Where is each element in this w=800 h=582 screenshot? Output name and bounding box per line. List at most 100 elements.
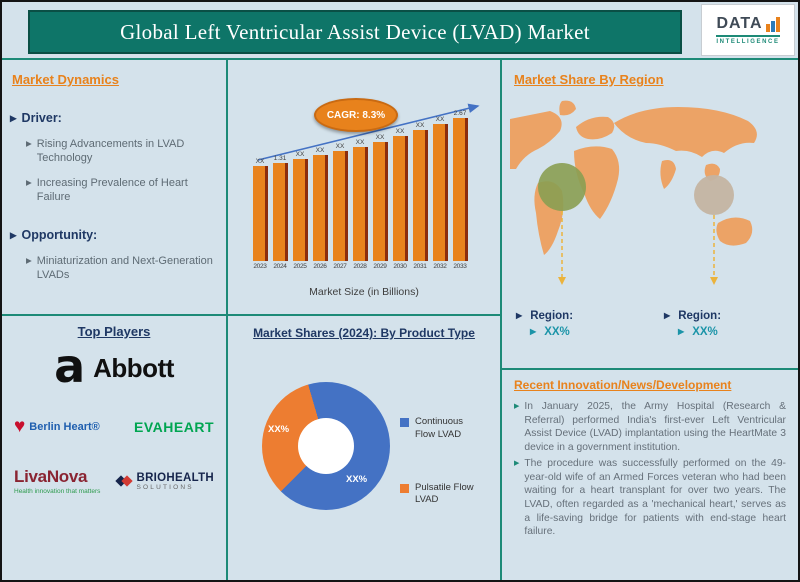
region-share-heading: Market Share By Region (514, 72, 664, 87)
news-item-text: In January 2025, the Army Hospital (Rese… (524, 401, 786, 453)
bar (432, 124, 448, 261)
content: Market Dynamics Driver: Rising Advanceme… (2, 58, 798, 580)
bar (352, 147, 368, 261)
legend-label: Continuous Flow LVAD (415, 416, 464, 440)
news-heading: Recent Innovation/News/Development (514, 378, 732, 392)
heart-icon (14, 417, 25, 437)
logo-data-text: DATA (716, 14, 763, 32)
opportunity-item-text: Miniaturization and Next-Generation LVAD… (36, 255, 213, 282)
berlin-heart-wordmark: Berlin Heart® (29, 421, 100, 433)
bar-value-label: XX (435, 116, 445, 123)
logo-intelligence-text: INTELLIGENCE (716, 34, 780, 45)
players-row: LivaNova Health innovation that matters … (2, 467, 226, 495)
bar (412, 130, 428, 261)
driver-item-text: Increasing Prevalence of Heart Failure (36, 176, 188, 203)
opportunity-label: Opportunity: (10, 228, 226, 242)
driver-item-text: Rising Advancements in LVAD Technology (36, 138, 185, 165)
bar-group: XX 2026 (312, 147, 328, 270)
region-share-panel: Market Share By Region (502, 60, 798, 368)
briohealth-wordmark: BRIOHEALTH (136, 471, 214, 484)
briohealth-icon (115, 474, 134, 488)
region-label-text: Region: (530, 310, 574, 322)
berlin-heart-logo: Berlin Heart® (14, 417, 100, 437)
divider-horizontal-right (500, 368, 798, 370)
driver-item: Increasing Prevalence of Heart Failure (26, 176, 216, 205)
livanova-wordmark: LivaNova (14, 467, 88, 486)
logo-top: DATA (716, 14, 780, 32)
bar (332, 151, 348, 261)
legend-item: Continuous Flow LVAD (400, 416, 492, 442)
arrow-bullet-icon (678, 326, 689, 338)
bar-year-label: 2027 (333, 263, 347, 270)
bar-value-label: XX (315, 147, 325, 154)
news-panel: Recent Innovation/News/Development In Ja… (502, 370, 798, 580)
top-players-heading: Top Players (77, 324, 151, 339)
product-type-panel: Market Shares (2024): By Product Type XX… (228, 316, 500, 580)
news-item: In January 2025, the Army Hospital (Rese… (514, 400, 786, 454)
bar-value-label: 2.67 (453, 110, 467, 117)
bar-value-label: XX (335, 143, 345, 150)
bar-year-label: 2023 (253, 263, 267, 270)
bar-value-label: XX (255, 158, 265, 165)
arrow-bullet-icon (516, 310, 527, 322)
legend-swatch (400, 483, 409, 493)
news-item: The procedure was successfully performed… (514, 457, 786, 538)
bar (392, 136, 408, 261)
region-callout: Region: XX% (650, 310, 798, 338)
bar-group: 2.67 2033 (452, 110, 468, 270)
bar-value-label: XX (375, 134, 385, 141)
market-size-chart-panel: CAGR: 8.3% XX 2023 1.31 2024 XX 2025 XX 2026 XX 2… (228, 60, 500, 314)
news-item-text: The procedure was successfully performed… (524, 458, 786, 538)
evaheart-logo: EVAHEART (134, 419, 214, 435)
bar-year-label: 2032 (433, 263, 447, 270)
bar-year-label: 2025 (293, 263, 307, 270)
region-value-text: XX% (692, 326, 718, 338)
bar-group: XX 2025 (292, 151, 308, 270)
region-callouts: Region: XX% Region: XX% (502, 310, 798, 338)
arrow-bullet-icon (530, 326, 541, 338)
bar-group: XX 2031 (412, 122, 428, 270)
legend-label: Pulsatile Flow LVAD (415, 481, 474, 506)
bar-value-label: XX (355, 139, 365, 146)
region-value-text: XX% (544, 326, 570, 338)
bar (292, 159, 308, 261)
divider-top (2, 58, 798, 60)
product-type-heading: Market Shares (2024): By Product Type (253, 326, 475, 340)
bar-value-label: XX (295, 151, 305, 158)
region-callout-value: XX% (678, 326, 798, 338)
bar-group: XX 2028 (352, 139, 368, 270)
bar (252, 166, 268, 261)
bar-year-label: 2024 (273, 263, 287, 270)
legend-item: Pulsatile Flow LVAD (400, 482, 492, 508)
brand-logo: DATA INTELLIGENCE (701, 4, 795, 56)
driver-label-text: Driver: (21, 111, 62, 125)
bar-value-label: XX (395, 128, 405, 135)
region-highlight-circle (538, 163, 586, 211)
bar-year-label: 2031 (413, 263, 427, 270)
driver-item: Rising Advancements in LVAD Technology (26, 137, 216, 166)
briohealth-sub: SOLUTIONS (136, 483, 194, 491)
bar (452, 118, 468, 261)
world-map (510, 100, 757, 285)
region-highlight-circle (694, 175, 734, 215)
region-callout: Region: XX% (502, 310, 650, 338)
players-row: Berlin Heart® EVAHEART (2, 417, 226, 437)
cagr-badge: CAGR: 8.3% (314, 98, 398, 132)
pie-legend: Continuous Flow LVAD Pulsatile Flow LVAD (400, 416, 492, 547)
arrow-bullet-icon (10, 111, 22, 125)
header: Global Left Ventricular Assist Device (L… (2, 2, 798, 58)
bar-year-label: 2030 (393, 263, 407, 270)
arrow-bullet-icon (26, 176, 37, 205)
region-callout-label: Region: (516, 310, 650, 322)
market-dynamics-panel: Market Dynamics Driver: Rising Advanceme… (2, 60, 226, 314)
logo-bar-chart-icon (765, 16, 780, 32)
bar-group: XX 2023 (252, 158, 268, 270)
pie-label-pulsatile: XX% (268, 424, 290, 435)
opportunity-label-text: Opportunity: (21, 228, 98, 243)
arrow-bullet-icon (26, 254, 37, 283)
bar (272, 163, 288, 261)
bar-year-label: 2029 (373, 263, 387, 270)
arrow-bullet-icon (514, 457, 524, 538)
donut-hole (298, 418, 354, 474)
